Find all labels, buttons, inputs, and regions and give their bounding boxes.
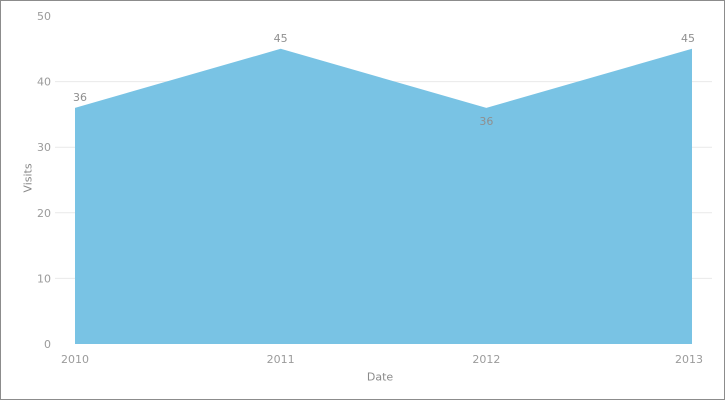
y-axis-tick-label: 50 [37,10,51,23]
x-axis-tick-label: 2012 [472,353,500,366]
y-axis-tick-label: 20 [37,207,51,220]
y-axis-tick-label: 0 [44,338,51,351]
data-label: 36 [479,115,493,128]
data-label: 45 [274,32,288,45]
x-axis-tick-label: 2010 [61,353,89,366]
y-axis-tick-label: 30 [37,141,51,154]
y-axis-tick-label: 10 [37,272,51,285]
y-axis-tick-label: 40 [37,76,51,89]
x-axis-title: Date [366,370,394,384]
y-axis-title: Visits [21,163,35,193]
x-axis-tick-label: 2011 [267,353,295,366]
x-axis-tick-label: 2013 [675,353,703,366]
area-series-visits [75,48,692,345]
data-label: 45 [681,32,695,45]
data-label: 36 [73,91,87,104]
